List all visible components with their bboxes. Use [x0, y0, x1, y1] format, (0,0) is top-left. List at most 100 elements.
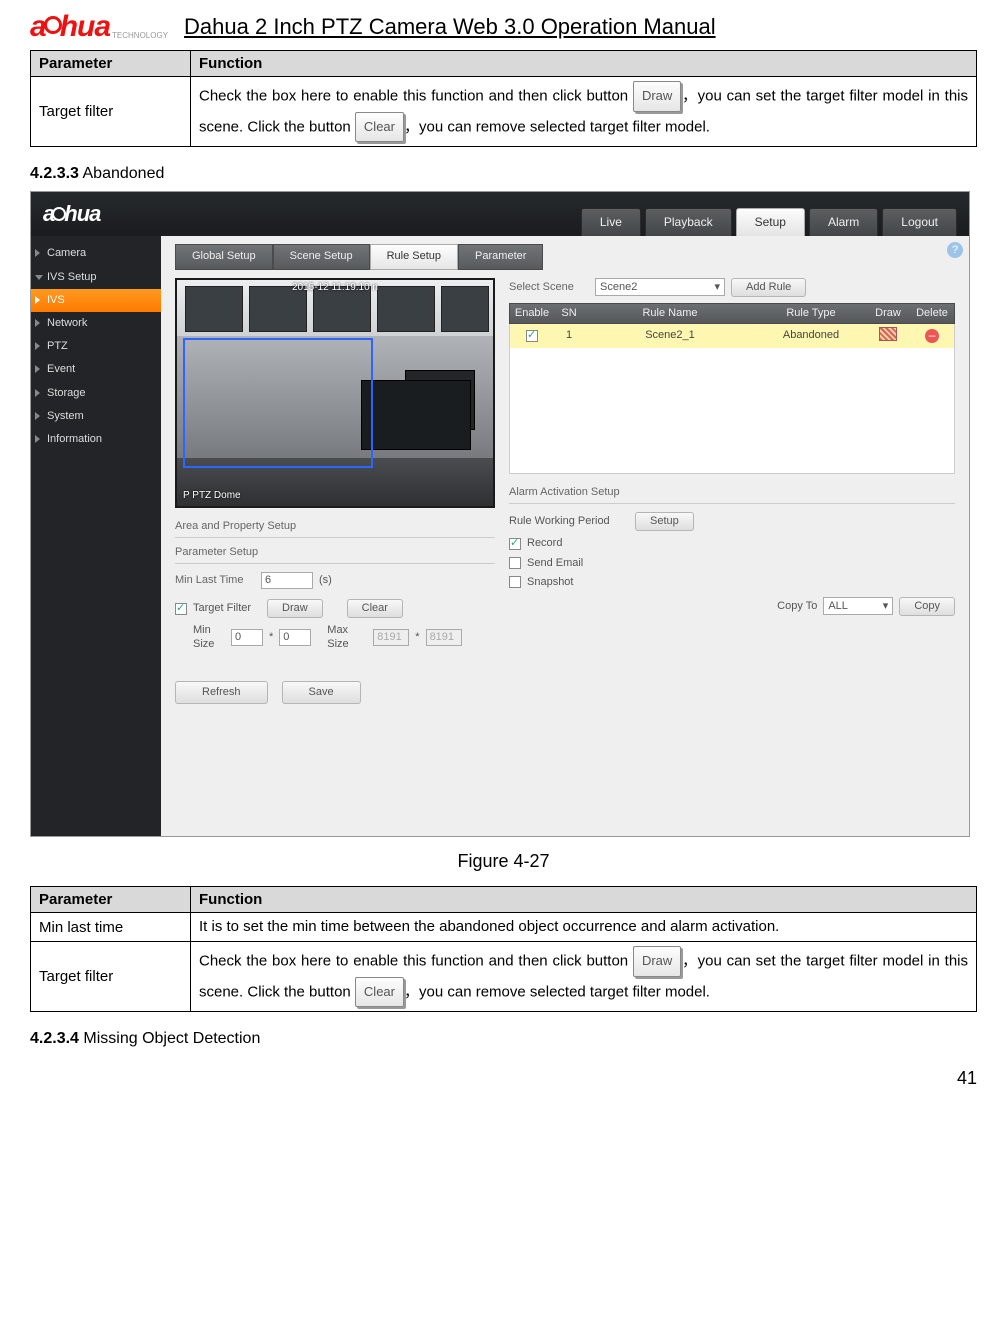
nav-system[interactable]: System	[31, 405, 161, 428]
columns: 2015-12 11:19:10 n P PTZ Dome Area and P…	[175, 278, 955, 657]
brand-logo: ahua	[43, 201, 100, 227]
param-table-1: Parameter Function Target filter Check t…	[30, 50, 977, 147]
tab-alarm[interactable]: Alarm	[809, 208, 878, 236]
tab-live[interactable]: Live	[581, 208, 641, 236]
nav-ivs-setup[interactable]: IVS Setup	[31, 266, 161, 289]
chevron-down-icon: ▾	[883, 600, 889, 613]
select-scene-label: Select Scene	[509, 281, 589, 294]
rules-list: 1 Scene2_1 Abandoned –	[509, 324, 955, 474]
right-column: Select Scene Scene2▾ Add Rule Enable SN …	[509, 278, 955, 657]
max-h-input[interactable]: 8191	[426, 629, 462, 646]
nav-camera-label: Camera	[47, 247, 86, 259]
tab-logout[interactable]: Logout	[882, 208, 957, 236]
min-last-time-input[interactable]: 6	[261, 572, 313, 589]
target-filter-checkbox[interactable]	[175, 603, 187, 615]
td-min-last-time: Min last time	[31, 913, 191, 942]
max-w-input[interactable]: 8191	[373, 629, 409, 646]
th-function: Function	[191, 887, 977, 913]
clear-button[interactable]: Clear	[347, 599, 403, 618]
divider	[175, 537, 495, 538]
target-filter-label: Target Filter	[193, 602, 261, 615]
copy-button[interactable]: Copy	[899, 597, 955, 616]
subtab-parameter[interactable]: Parameter	[458, 244, 543, 269]
rule-enable-checkbox[interactable]	[526, 330, 538, 342]
nav-ivs[interactable]: IVS	[31, 289, 161, 312]
video-panel	[441, 286, 489, 332]
min-w-input[interactable]: 0	[231, 629, 263, 646]
txt-a: Check the box here to enable this functi…	[199, 87, 633, 104]
txt-a: Check the box here to enable this functi…	[199, 952, 633, 969]
min-last-time-row: Min Last Time 6 (s)	[175, 572, 495, 589]
rule-row-1[interactable]: 1 Scene2_1 Abandoned –	[510, 324, 954, 348]
txt-c: ，you can remove selected target filter m…	[404, 983, 710, 1000]
record-checkbox[interactable]	[509, 538, 521, 550]
figure-caption: Figure 4-27	[30, 851, 977, 872]
draw-button-img: Draw	[633, 946, 681, 977]
logo-subtext: TECHNOLOGY	[112, 31, 168, 40]
td-target-filter: Target filter	[31, 77, 191, 147]
max-size-label: Max Size	[317, 624, 367, 650]
save-button[interactable]: Save	[282, 681, 361, 704]
video-preview: 2015-12 11:19:10 n P PTZ Dome	[175, 278, 495, 508]
col-sn: SN	[554, 307, 584, 320]
subtab-global[interactable]: Global Setup	[175, 244, 273, 269]
section-4-2-3-4: 4.2.3.4 Missing Object Detection	[30, 1030, 977, 1048]
nav-information-label: Information	[47, 433, 102, 445]
draw-icon[interactable]	[879, 327, 897, 341]
tab-setup[interactable]: Setup	[736, 208, 805, 236]
chevron-down-icon	[35, 275, 43, 280]
copy-to-dropdown[interactable]: ALL ▾	[823, 597, 893, 615]
size-row: Min Size 0 * 0 Max Size 8191 * 8191	[175, 624, 495, 650]
nav-camera[interactable]: Camera	[31, 242, 161, 265]
record-row: Record	[509, 537, 955, 550]
col-type: Rule Type	[756, 307, 866, 320]
td-min-last-time-desc: It is to set the min time between the ab…	[191, 913, 977, 942]
setup-button[interactable]: Setup	[635, 512, 694, 531]
draw-button[interactable]: Draw	[267, 599, 323, 618]
select-scene-value: Scene2	[600, 281, 637, 294]
select-scene-dropdown[interactable]: Scene2▾	[595, 278, 725, 296]
content-area: ? Global Setup Scene Setup Rule Setup Pa…	[161, 236, 969, 836]
select-scene-row: Select Scene Scene2▾ Add Rule	[509, 278, 955, 297]
email-row: Send Email	[509, 557, 955, 570]
min-h-input[interactable]: 0	[279, 629, 311, 646]
draw-button-img: Draw	[633, 81, 681, 112]
nav-event[interactable]: Event	[31, 358, 161, 381]
nav-ivs-label: IVS	[47, 294, 65, 306]
min-size-label: Min Size	[175, 624, 225, 650]
dahua-logo: ahua TECHNOLOGY	[30, 10, 168, 44]
nav-ivs-setup-label: IVS Setup	[47, 271, 97, 283]
clear-button-img: Clear	[355, 977, 404, 1008]
sec-title: Abandoned	[83, 165, 165, 182]
add-rule-button[interactable]: Add Rule	[731, 278, 806, 297]
logo-eye-icon	[44, 16, 62, 34]
app-body: Camera IVS Setup IVS Network PTZ Event S…	[31, 236, 969, 836]
chevron-right-icon	[35, 249, 40, 257]
rule-name: Scene2_1	[584, 329, 756, 342]
refresh-button[interactable]: Refresh	[175, 681, 268, 704]
chevron-right-icon	[35, 319, 40, 327]
copy-to-label: Copy To	[777, 600, 817, 613]
email-checkbox[interactable]	[509, 557, 521, 569]
app-screenshot: ahua Live Playback Setup Alarm Logout Ca…	[30, 191, 970, 837]
help-icon[interactable]: ?	[947, 242, 963, 258]
nav-ptz[interactable]: PTZ	[31, 335, 161, 358]
subtab-rule[interactable]: Rule Setup	[370, 244, 458, 269]
top-bar: ahua Live Playback Setup Alarm Logout	[31, 192, 969, 236]
txt-c: ，you can remove selected target filter m…	[404, 118, 710, 135]
chevron-right-icon	[35, 389, 40, 397]
nav-network[interactable]: Network	[31, 312, 161, 335]
left-column: 2015-12 11:19:10 n P PTZ Dome Area and P…	[175, 278, 495, 657]
tab-playback[interactable]: Playback	[645, 208, 732, 236]
nav-storage[interactable]: Storage	[31, 382, 161, 405]
delete-icon[interactable]: –	[925, 329, 939, 343]
snapshot-checkbox[interactable]	[509, 576, 521, 588]
snapshot-row: Snapshot	[509, 576, 955, 589]
rules-header: Enable SN Rule Name Rule Type Draw Delet…	[509, 303, 955, 324]
nav-information[interactable]: Information	[31, 428, 161, 451]
alarm-setup-title: Alarm Activation Setup	[509, 486, 955, 499]
subtab-scene[interactable]: Scene Setup	[273, 244, 370, 269]
rule-delete: –	[910, 329, 954, 343]
side-nav: Camera IVS Setup IVS Network PTZ Event S…	[31, 236, 161, 836]
copy-to-value: ALL	[828, 600, 848, 613]
